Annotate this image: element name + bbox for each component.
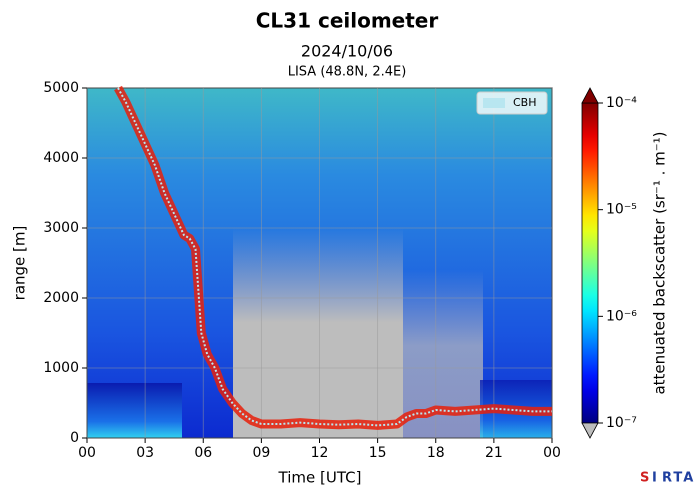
y-tick-label: 2000	[43, 290, 79, 306]
x-axis-label: Time [UTC]	[278, 469, 362, 486]
y-tick-label: 0	[70, 430, 79, 446]
y-tick-label: 3000	[43, 220, 79, 236]
legend-swatch	[483, 98, 505, 108]
chart-title: CL31 ceilometer	[256, 9, 439, 33]
y-tick-label: 5000	[43, 80, 79, 96]
colorbar	[581, 102, 599, 424]
logo-s: S	[640, 471, 651, 486]
x-tick-label: 06	[194, 445, 212, 461]
colorbar-label: attenuated backscatter (sr⁻¹ . m⁻¹)	[651, 131, 669, 394]
colorbar-tick-label: 10⁻⁷	[606, 415, 637, 431]
chart-subtitle: 2024/10/06	[301, 42, 393, 61]
x-tick-label: 15	[369, 445, 387, 461]
location: LISA (48.8N, 2.4E)	[288, 65, 407, 80]
x-tick-label: 21	[485, 445, 503, 461]
cbh-line	[117, 87, 552, 427]
x-tick-label: 03	[136, 445, 154, 461]
y-tick-label: 1000	[43, 360, 79, 376]
logo: S I RTA	[640, 471, 694, 486]
colorbar-tick-label: 10⁻⁵	[606, 202, 637, 218]
x-tick-label: 09	[252, 445, 270, 461]
logo-rta: RTA	[662, 471, 694, 486]
colorbar-tick-label: 10⁻⁶	[606, 308, 637, 324]
y-axis-label: range [m]	[11, 226, 29, 301]
colorbar-extend-min	[581, 422, 599, 439]
logo-i: I	[652, 471, 659, 486]
colorbar-tick-label: 10⁻⁴	[606, 95, 637, 111]
x-tick-label: 18	[427, 445, 445, 461]
y-tick-label: 4000	[43, 150, 79, 166]
x-tick-label: 12	[311, 445, 329, 461]
x-tick-label: 00	[543, 445, 561, 461]
legend-box	[476, 91, 548, 115]
x-tick-label: 00	[78, 445, 96, 461]
legend-label: CBH	[513, 96, 537, 109]
colorbar-extend-max	[581, 87, 599, 104]
